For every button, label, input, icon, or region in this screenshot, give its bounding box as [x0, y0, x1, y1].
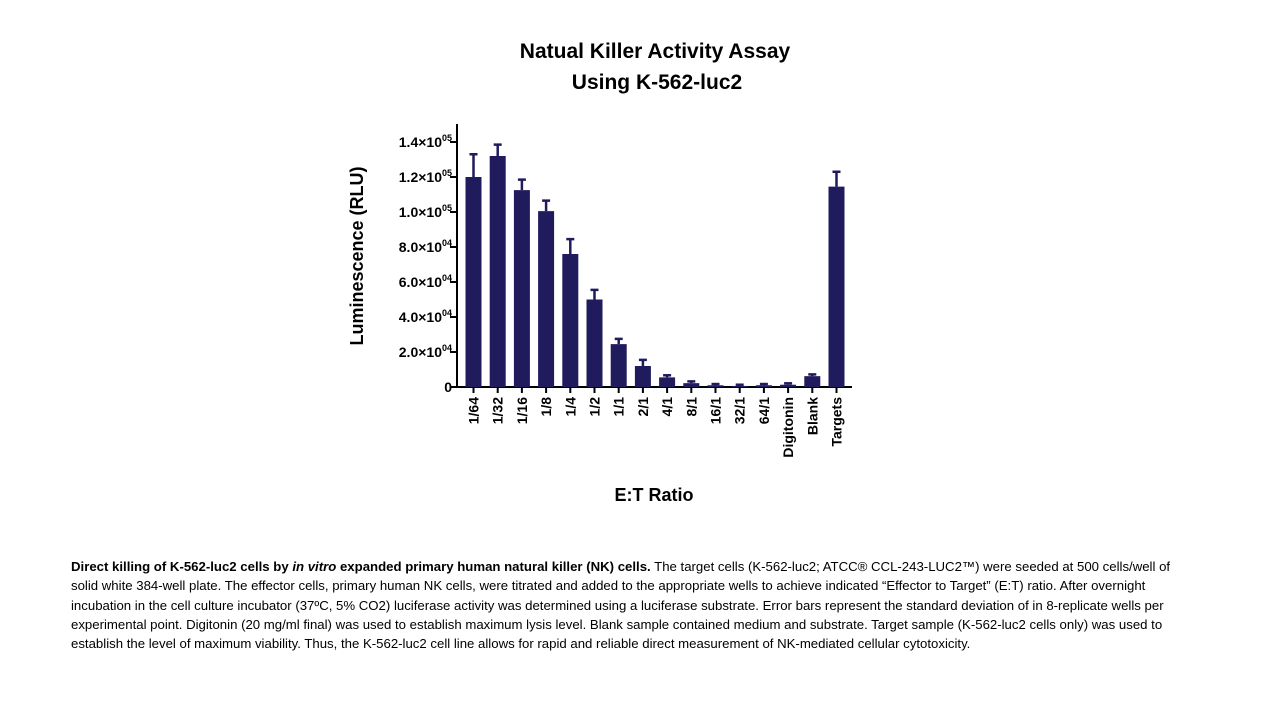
x-tick-label: 32/1 [732, 397, 748, 424]
y-axis-label: Luminescence (RLU) [347, 166, 367, 345]
bars-group [465, 143, 845, 387]
y-axis-ticks: 0 2.0×1004 4.0×1004 6.0×1004 8.0×1004 1.0×100… [399, 133, 457, 395]
bar-digitonin [780, 384, 797, 387]
bar-1-to-1 [610, 344, 627, 387]
x-tick-label: 1/4 [562, 397, 578, 417]
bar-2-to-1 [634, 366, 651, 387]
x-tick-label: 8/1 [683, 397, 699, 417]
x-tick-label: 64/1 [756, 397, 772, 424]
x-axis-label: E:T Ratio [615, 485, 694, 505]
y-tick-label: 0 [444, 379, 452, 395]
caption-body: The target cells (K-562-luc2; ATCC® CCL-… [71, 559, 1171, 652]
x-tick-label: Targets [829, 397, 845, 447]
y-tick-label: 6.0×1004 [399, 273, 452, 290]
x-tick-label: 2/1 [635, 397, 651, 417]
bar-1-to-32 [489, 156, 506, 387]
y-tick-label: 4.0×1004 [399, 308, 452, 325]
bar-1-to-16 [513, 190, 530, 387]
x-tick-label: 1/64 [466, 397, 482, 424]
x-tick-label: 16/1 [708, 397, 724, 424]
caption-bold-lead: Direct killing of K-562-luc2 cells by [71, 559, 293, 574]
x-tick-label: 1/32 [490, 397, 506, 424]
x-tick-label: 1/1 [611, 397, 627, 417]
x-tick-label: Blank [804, 397, 820, 435]
y-tick-label: 2.0×1004 [399, 343, 452, 360]
x-axis-ticks: 1/64 1/32 1/16 1/8 1/4 1/2 1/1 2/1 4/1 8/1 16/1 32/… [466, 387, 845, 458]
bar-16-to-1 [707, 385, 724, 387]
x-tick-label: 1/16 [514, 397, 530, 424]
chart-title-line-2: Using K-562-luc2 [572, 71, 742, 94]
bar-64-to-1 [755, 385, 772, 387]
y-tick-label: 8.0×1004 [399, 238, 452, 255]
bar-1-to-2 [586, 299, 603, 387]
caption-bold-italic: in vitro [292, 559, 337, 574]
bar-32-to-1 [731, 385, 748, 387]
bar-8-to-1 [683, 383, 700, 387]
x-tick-label: 4/1 [659, 397, 675, 417]
bar-targets [828, 186, 845, 387]
x-tick-label: Digitonin [780, 397, 796, 458]
bar-1-to-4 [562, 254, 579, 387]
figure-caption: Direct killing of K-562-luc2 cells by in… [71, 557, 1191, 653]
bar-blank [804, 376, 821, 387]
y-tick-label: 1.4×1005 [399, 133, 452, 150]
y-tick-label: 1.0×1005 [399, 203, 452, 220]
bar-1-to-64 [465, 177, 482, 387]
x-tick-label: 1/8 [538, 397, 554, 417]
y-tick-label: 1.2×1005 [399, 168, 452, 185]
caption-bold-tail: expanded primary human natural killer (N… [336, 559, 651, 574]
bar-chart: Natual Killer Activity Assay Using K-562… [347, 40, 852, 505]
bar-1-to-8 [538, 211, 555, 387]
bar-4-to-1 [659, 377, 676, 387]
chart-title-line-1: Natual Killer Activity Assay [520, 40, 791, 63]
x-tick-label: 1/2 [587, 397, 603, 417]
